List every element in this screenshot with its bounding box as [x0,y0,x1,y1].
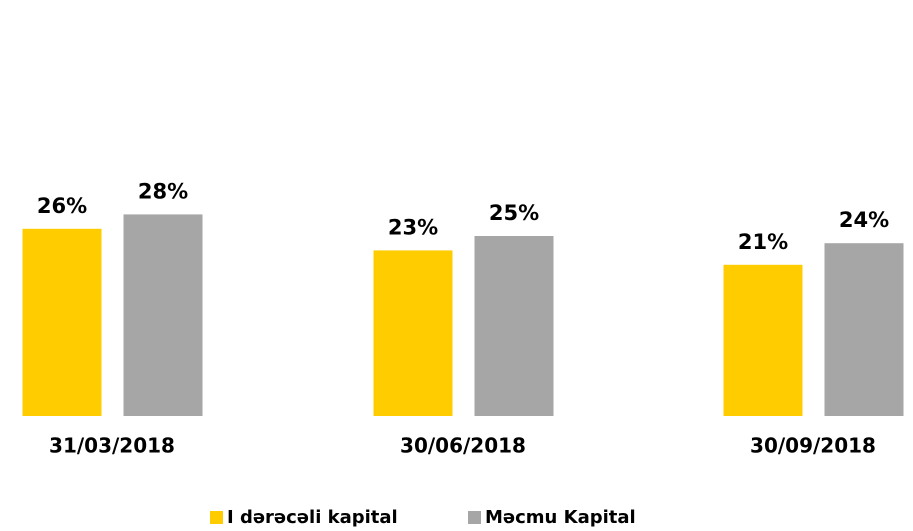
data-label: 28% [138,179,188,203]
x-tick-label: 30/09/2018 [750,434,876,458]
bar [123,214,203,416]
data-label: 26% [37,194,87,218]
bar [474,236,554,416]
data-label: 25% [489,201,539,225]
data-label: 21% [738,230,788,254]
x-tick-label: 31/03/2018 [49,434,175,458]
bar [723,264,803,416]
legend-swatch [210,511,223,524]
data-label: 23% [388,215,438,239]
legend-swatch [468,511,481,524]
legend-label: Məcmu Kapital [485,507,636,528]
legend-label: I dərəcəli kapital [227,507,398,528]
bar [824,243,904,416]
data-label: 24% [839,208,889,232]
x-tick-label: 30/06/2018 [400,434,526,458]
bar [373,250,453,416]
bar [22,228,102,416]
